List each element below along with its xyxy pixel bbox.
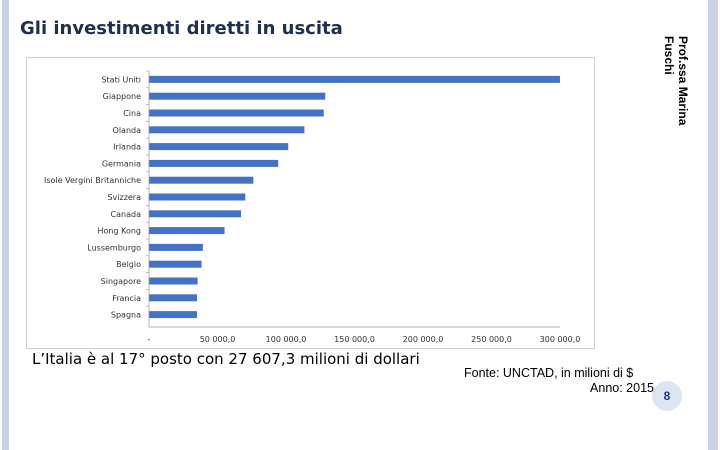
category-label: Germania: [102, 159, 141, 168]
author-label: Prof.ssa Marina Fuschi: [662, 36, 690, 126]
bar: [149, 143, 289, 151]
category-label: Francia: [112, 294, 141, 303]
category-label: Cina: [123, 109, 141, 118]
bar: [149, 243, 203, 251]
chart-frame: Stati Uniti Giappone Cina Olanda Irlanda Germ…: [26, 57, 595, 349]
x-tick-label: 200 000,0: [403, 335, 444, 344]
bar-chart: Stati Uniti Giappone Cina Olanda Irlanda Germ…: [44, 70, 581, 344]
category-label: Giappone: [103, 92, 141, 101]
category-label: Singapore: [101, 277, 141, 286]
bar: [149, 92, 326, 100]
left-decorative-bar: [2, 0, 9, 450]
x-tick-label: 250 000,0: [471, 335, 512, 344]
bar: [149, 277, 198, 285]
bar: [149, 159, 279, 167]
bar: [149, 260, 202, 268]
bar: [149, 75, 560, 83]
source-caption: Fonte: UNCTAD, in milioni di $ Anno: 201…: [464, 366, 654, 396]
bar: [149, 176, 254, 184]
category-label: Olanda: [113, 126, 142, 135]
x-tick-label: 50 000,0: [200, 335, 236, 344]
category-label: Belgio: [116, 260, 141, 269]
source-year: Anno: 2015: [590, 381, 654, 395]
bar: [149, 126, 305, 134]
right-decorative-bar: [708, 0, 718, 450]
category-label: Spagna: [111, 311, 141, 320]
x-tick-label: -: [148, 335, 151, 344]
category-label: Svizzera: [107, 193, 141, 202]
page-number-badge: 8: [652, 381, 682, 411]
bar: [149, 311, 197, 319]
category-label: Lussemburgo: [87, 243, 141, 252]
bar: [149, 193, 246, 201]
italy-ranking-note: L’Italia è al 17° posto con 27 607,3 mil…: [32, 350, 420, 368]
category-label: Isole Vergini Britanniche: [44, 176, 141, 185]
bar: [149, 227, 225, 235]
category-label: Stati Uniti: [101, 75, 141, 84]
category-label: Irlanda: [113, 143, 141, 152]
bar: [149, 210, 242, 218]
bar: [149, 294, 198, 302]
slide-title: Gli investimenti diretti in uscita: [20, 18, 343, 39]
x-tick-label: 300 000,0: [540, 335, 581, 344]
source-text: Fonte: UNCTAD, in milioni di $: [464, 366, 634, 380]
category-label: Canada: [111, 210, 142, 219]
x-tick-label: 150 000,0: [334, 335, 375, 344]
x-tick-label: 100 000,0: [266, 335, 307, 344]
bar: [149, 109, 324, 117]
category-label: Hong Kong: [98, 227, 142, 236]
